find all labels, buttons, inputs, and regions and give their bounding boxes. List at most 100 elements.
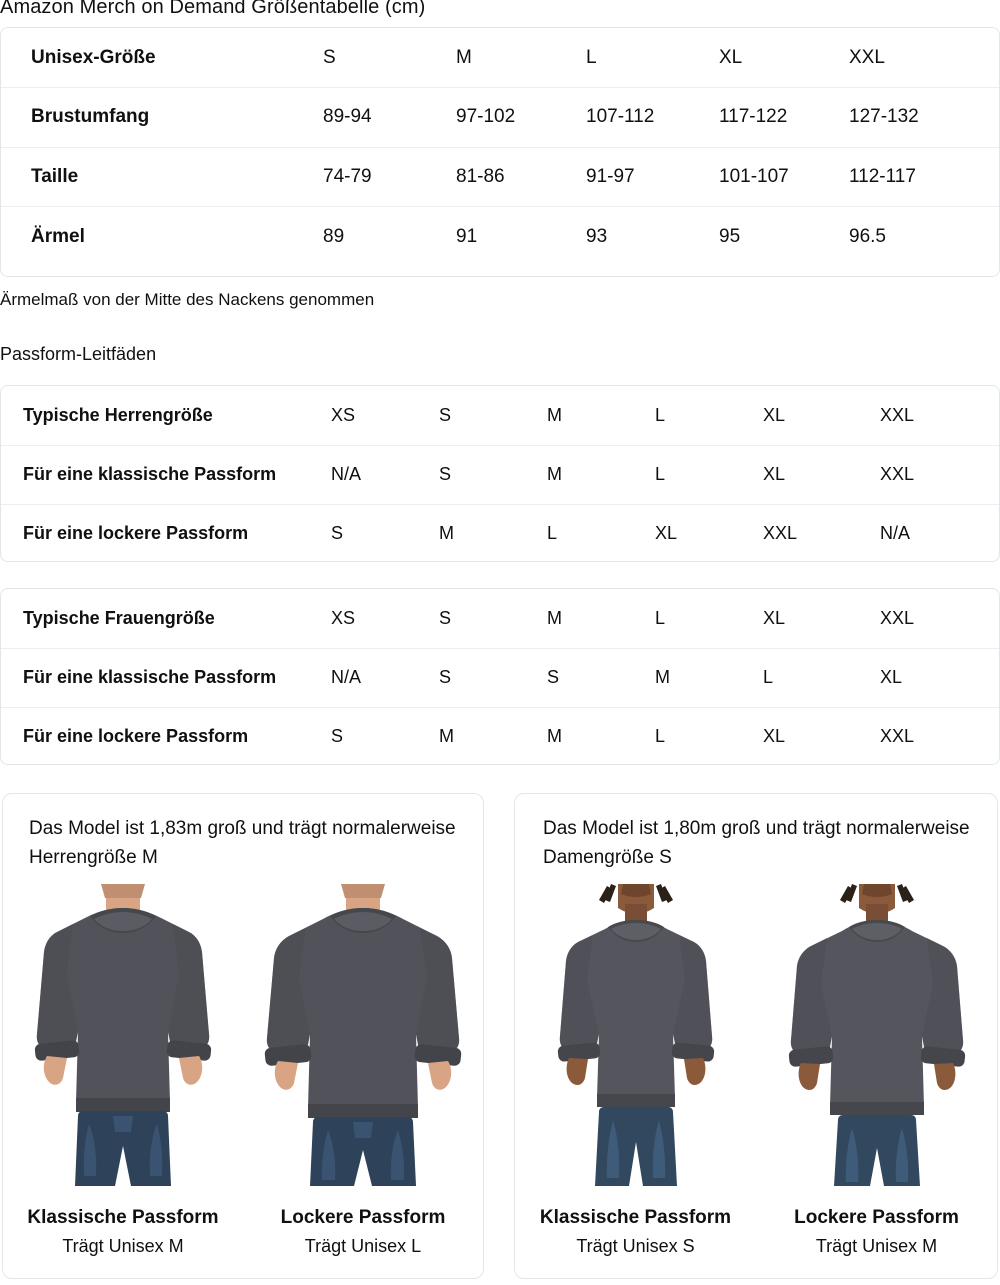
size-cell-2-0: 89 <box>323 206 456 266</box>
men-fit-label-1: Lockere Passform <box>280 1207 446 1228</box>
men-fit-row-label-2: Für eine lockere Passform <box>1 503 331 561</box>
men-fit-cell-2-2: L <box>547 503 655 561</box>
men-fit-table: Typische Herrengröße XS S M L XL XXL Für… <box>1 386 999 561</box>
women-fit-label-1: Lockere Passform <box>794 1207 959 1228</box>
women-fit-cell-2-4: XL <box>763 706 880 764</box>
women-figure-classic <box>515 884 756 1186</box>
women-model-caption: Das Model ist 1,80m groß und trägt norma… <box>543 818 970 868</box>
men-fit-cell-2-4: XXL <box>763 503 880 561</box>
female-model-relaxed-fit-sweatshirt-image <box>788 884 965 1186</box>
women-fit-cell-0-5: XXL <box>880 607 915 628</box>
men-fit-guide-card: Typische Herrengröße XS S M L XL XXL Für… <box>0 385 1000 562</box>
size-cell-1-1: 81-86 <box>456 146 586 207</box>
women-fit-label-0: Klassische Passform <box>539 1207 732 1228</box>
women-fit-cell-1-5: XL <box>880 647 999 707</box>
women-figure-labels: Klassische Passform Trägt Unisex S Locke… <box>515 1204 997 1260</box>
men-figures <box>3 884 483 1186</box>
table-row: Ärmel 89 91 93 95 96.5 <box>1 206 999 266</box>
sleeve-measurement-note: Ärmelmaß von der Mitte des Nackens genom… <box>0 290 375 309</box>
men-figure-classic <box>3 884 243 1186</box>
women-fit-cell-2-2: M <box>547 706 655 764</box>
table-row: Taille 74-79 81-86 91-97 101-107 112-117 <box>1 146 999 207</box>
women-wears-label-1: Trägt Unisex M <box>815 1236 938 1256</box>
men-fit-cell-1-3: L <box>655 444 763 504</box>
size-cell-0-0: 89-94 <box>323 87 456 147</box>
size-table-col-4: XXL <box>849 46 885 68</box>
size-table-col-2: L <box>586 46 597 68</box>
women-fit-cell-0-4: XL <box>763 607 786 628</box>
men-fit-cell-0-4: XL <box>763 404 786 425</box>
women-fit-cell-1-2: S <box>547 647 655 707</box>
men-fit-cell-1-0: N/A <box>331 444 439 504</box>
men-wears-label-0: Trägt Unisex M <box>62 1236 184 1256</box>
women-figures <box>515 884 997 1186</box>
men-fit-cell-0-2: M <box>547 404 562 425</box>
men-fit-cell-1-2: M <box>547 444 655 504</box>
men-figure-relaxed <box>243 884 483 1186</box>
women-label-classic: Klassische Passform Trägt Unisex S <box>515 1204 756 1260</box>
size-table-col-0: S <box>323 46 336 68</box>
women-fit-row-label-1: Für eine klassische Passform <box>1 647 331 707</box>
men-label-classic: Klassische Passform Trägt Unisex M <box>3 1204 243 1260</box>
fit-guides-heading: Passform-Leitfäden <box>0 344 157 364</box>
size-table: Unisex-Größe S M L XL XXL Brustumfang 89… <box>1 28 999 266</box>
women-fit-cell-2-5: XXL <box>880 706 999 764</box>
men-fit-cell-2-5: N/A <box>880 503 999 561</box>
size-row-label-2: Ärmel <box>1 206 323 266</box>
size-row-label-0: Brustumfang <box>1 87 323 147</box>
size-cell-0-1: 97-102 <box>456 87 586 147</box>
men-fit-cell-2-1: M <box>439 503 547 561</box>
table-row: Unisex-Größe S M L XL XXL <box>1 28 999 88</box>
men-fit-row-label-0: Typische Herrengröße <box>23 404 213 425</box>
men-fit-cell-2-0: S <box>331 503 439 561</box>
women-fit-cell-1-4: L <box>763 647 880 707</box>
size-table-header-label: Unisex-Größe <box>31 46 156 68</box>
women-fit-cell-1-0: N/A <box>331 647 439 707</box>
table-row: Für eine klassische Passform N/A S M L X… <box>1 444 999 504</box>
women-fit-cell-2-3: L <box>655 706 763 764</box>
men-model-card: Das Model ist 1,83m groß und trägt norma… <box>2 793 484 1279</box>
size-cell-1-2: 91-97 <box>586 146 719 207</box>
women-wears-label-0: Trägt Unisex S <box>576 1236 695 1256</box>
size-cell-0-3: 117-122 <box>719 87 849 147</box>
men-fit-cell-1-1: S <box>439 444 547 504</box>
size-cell-0-2: 107-112 <box>586 87 719 147</box>
women-fit-row-label-2: Für eine lockere Passform <box>1 706 331 764</box>
women-fit-cell-0-1: S <box>439 607 452 628</box>
table-row: Typische Frauengröße XS S M L XL XXL <box>1 589 999 648</box>
size-cell-0-4: 127-132 <box>849 87 999 147</box>
women-fit-row-label-0: Typische Frauengröße <box>23 607 215 628</box>
men-fit-cell-0-0: XS <box>331 404 356 425</box>
men-model-caption: Das Model ist 1,83m groß und trägt norma… <box>29 818 456 868</box>
women-model-card: Das Model ist 1,80m groß und trägt norma… <box>514 793 998 1279</box>
women-fit-cell-2-1: M <box>439 706 547 764</box>
size-cell-1-3: 101-107 <box>719 146 849 207</box>
women-fit-table: Typische Frauengröße XS S M L XL XXL Für… <box>1 589 999 764</box>
table-row: Für eine lockere Passform S M M L XL XXL <box>1 706 999 764</box>
women-fit-guide-card: Typische Frauengröße XS S M L XL XXL Für… <box>0 588 1000 765</box>
women-fit-cell-0-3: L <box>655 607 666 628</box>
size-cell-1-0: 74-79 <box>323 146 456 207</box>
men-fit-cell-2-3: XL <box>655 503 763 561</box>
page-title: Amazon Merch on Demand Größentabelle (cm… <box>0 0 426 18</box>
table-row: Für eine lockere Passform S M L XL XXL N… <box>1 503 999 561</box>
men-wears-label-1: Trägt Unisex L <box>304 1236 422 1256</box>
men-fit-label-0: Klassische Passform <box>27 1207 219 1228</box>
men-fit-row-label-1: Für eine klassische Passform <box>1 444 331 504</box>
women-fit-cell-1-1: S <box>439 647 547 707</box>
female-model-classic-fit-sweatshirt-image <box>557 884 714 1186</box>
table-row: Brustumfang 89-94 97-102 107-112 117-122… <box>1 87 999 147</box>
women-figure-relaxed <box>756 884 997 1186</box>
size-cell-2-1: 91 <box>456 206 586 266</box>
men-fit-cell-0-1: S <box>439 404 452 425</box>
table-row: Für eine klassische Passform N/A S S M L… <box>1 647 999 707</box>
men-fit-cell-1-5: XXL <box>880 444 999 504</box>
women-fit-cell-0-0: XS <box>331 607 356 628</box>
size-table-col-1: M <box>456 46 472 68</box>
men-fit-cell-0-3: L <box>655 404 666 425</box>
table-row: Typische Herrengröße XS S M L XL XXL <box>1 386 999 445</box>
male-model-classic-fit-sweatshirt-image <box>34 884 212 1186</box>
women-fit-cell-0-2: M <box>547 607 562 628</box>
men-fit-cell-1-4: XL <box>763 444 880 504</box>
